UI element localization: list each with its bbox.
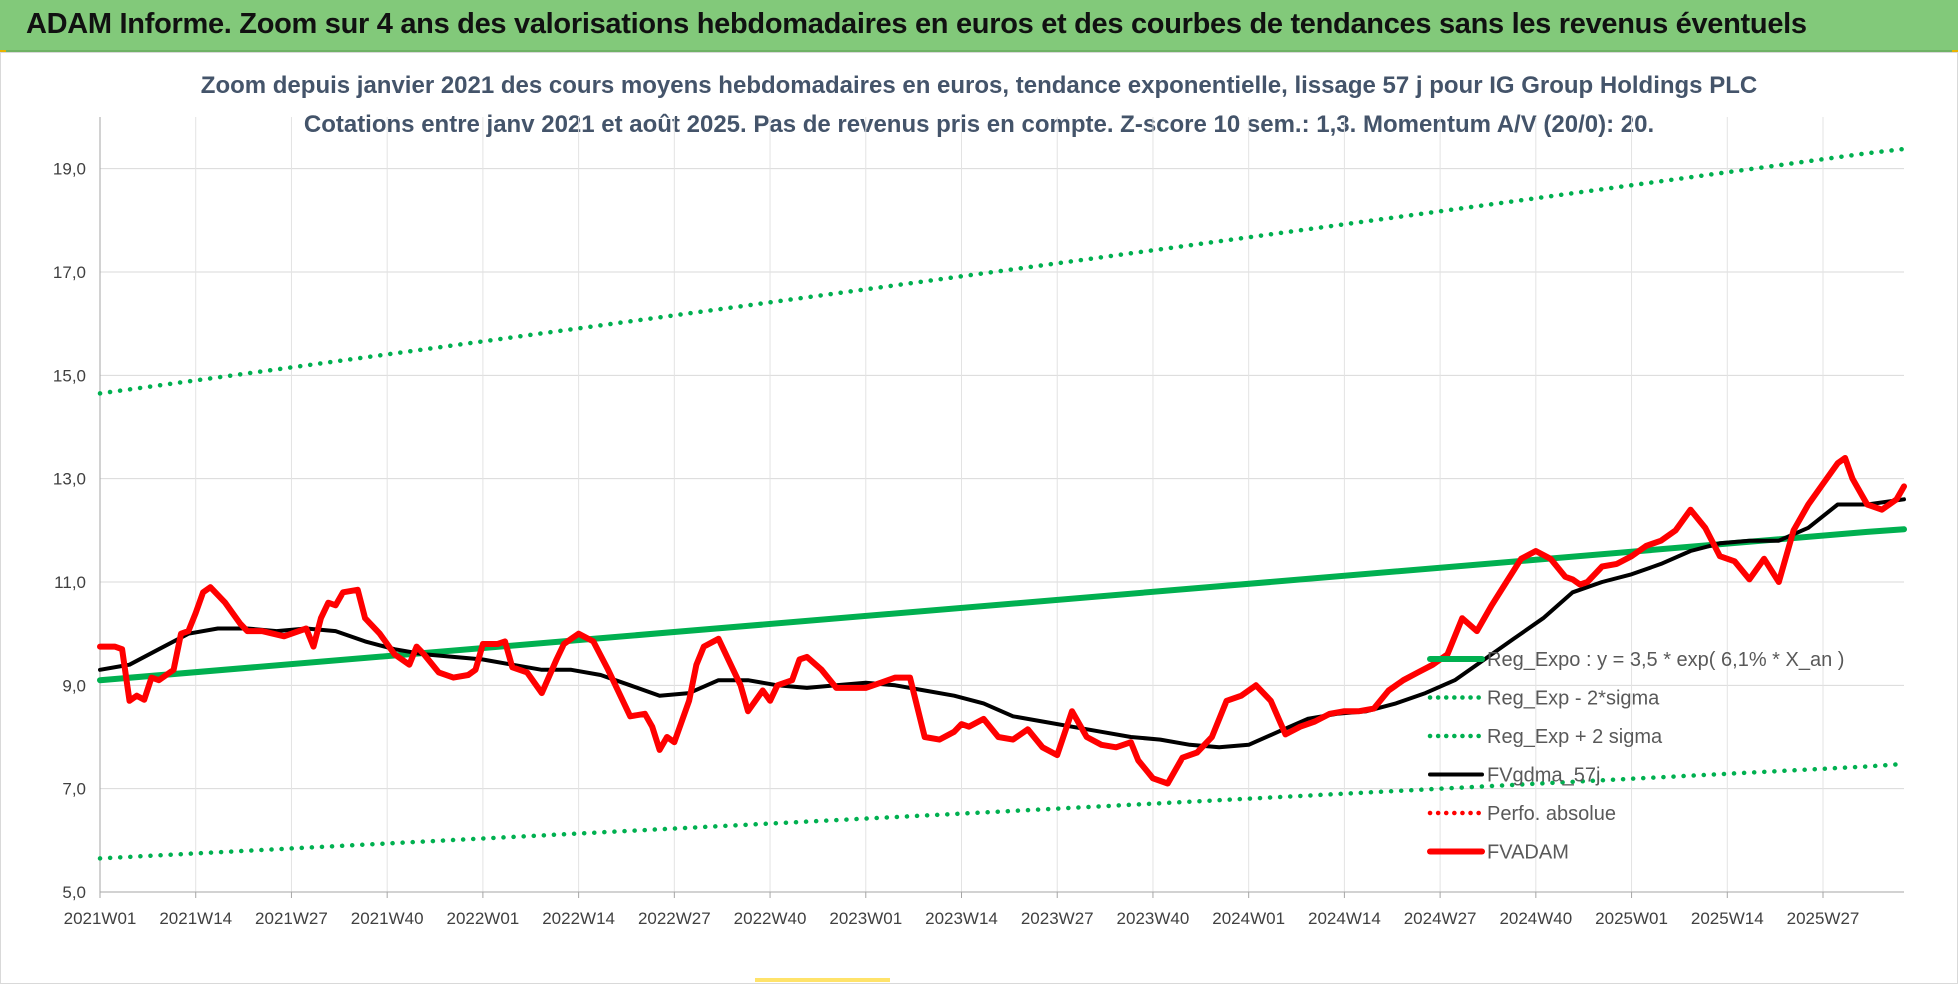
chart-title: Zoom depuis janvier 2021 des cours moyen… — [201, 72, 1757, 99]
x-tick-label: 2023W01 — [829, 909, 902, 928]
x-tick-label: 2021W27 — [255, 909, 328, 928]
report-banner-title: ADAM Informe. Zoom sur 4 ans des valoris… — [26, 8, 1807, 40]
y-tick-label: 11,0 — [54, 573, 86, 592]
bottom-scroll-mark — [755, 978, 890, 982]
x-tick-label: 2021W40 — [351, 909, 424, 928]
report-banner: ADAM Informe. Zoom sur 4 ans des valoris… — [0, 0, 1958, 52]
legend-label-perfo-absolue: Perfo. absolue — [1487, 803, 1616, 825]
chart-subtitle: Cotations entre janv 2021 et août 2025. … — [304, 111, 1654, 138]
legend-label-fvadam: FVADAM — [1487, 842, 1569, 864]
x-tick-label: 2023W27 — [1021, 909, 1094, 928]
banner-corner-mark-right — [1952, 50, 1958, 52]
series-line-reg-exp-2-sigma — [97, 146, 1907, 396]
series-line-reg-expo-y-3-5-exp-6-1-x-an — [97, 526, 1907, 684]
y-axis: 5,0 7,0 9,0 11,0 13,0 15,0 17,0 19,0 — [53, 117, 101, 902]
x-tick-label: 2025W01 — [1595, 909, 1668, 928]
y-tick-label: 5,0 — [62, 883, 86, 902]
x-tick-label: 2021W01 — [64, 909, 137, 928]
series-line-reg-exp-2-sigma — [97, 761, 1907, 861]
x-tick-label: 2024W14 — [1308, 909, 1381, 928]
chart-gridlines — [99, 117, 1904, 893]
x-axis: 2021W01 2021W14 2021W27 2021W40 2022W01 2022W… — [64, 891, 1904, 928]
banner-corner-mark-left — [0, 50, 6, 52]
line-chart: Zoom depuis janvier 2021 des cours moyen… — [53, 72, 1907, 928]
x-tick-label: 2024W01 — [1212, 909, 1285, 928]
y-tick-label: 9,0 — [62, 676, 86, 695]
y-tick-label: 17,0 — [53, 263, 86, 282]
legend-label-reg-expo-y-3-5-exp-6-1-x-an: Reg_Expo : y = 3,5 * exp( 6,1% * X_an ) — [1487, 649, 1844, 671]
y-tick-label: 7,0 — [62, 780, 86, 799]
legend: Reg_Expo : y = 3,5 * exp( 6,1% * X_an ) R… — [1427, 649, 1844, 864]
y-tick-label: 19,0 — [53, 160, 86, 179]
x-tick-label: 2023W40 — [1117, 909, 1190, 928]
legend-label-fvgdma-57j: FVgdma_57j — [1487, 765, 1600, 787]
x-tick-label: 2021W14 — [159, 909, 232, 928]
x-tick-label: 2022W01 — [446, 909, 519, 928]
series-line-fvadam — [97, 455, 1907, 787]
x-tick-label: 2022W27 — [638, 909, 711, 928]
x-tick-label: 2025W14 — [1691, 909, 1764, 928]
legend-label-reg-exp-2-sigma: Reg_Exp - 2*sigma — [1487, 688, 1660, 710]
x-tick-label: 2025W27 — [1787, 909, 1860, 928]
series-line-fvgdma-57j — [98, 497, 1906, 750]
legend-label-reg-exp-2-sigma: Reg_Exp + 2 sigma — [1487, 726, 1663, 748]
x-tick-label: 2024W27 — [1404, 909, 1477, 928]
x-tick-label: 2022W14 — [542, 909, 615, 928]
y-tick-label: 15,0 — [53, 366, 86, 385]
x-tick-label: 2023W14 — [925, 909, 998, 928]
x-tick-label: 2022W40 — [734, 909, 807, 928]
x-tick-label: 2024W40 — [1499, 909, 1572, 928]
y-tick-label: 13,0 — [53, 470, 86, 489]
plot-area — [97, 146, 1907, 861]
